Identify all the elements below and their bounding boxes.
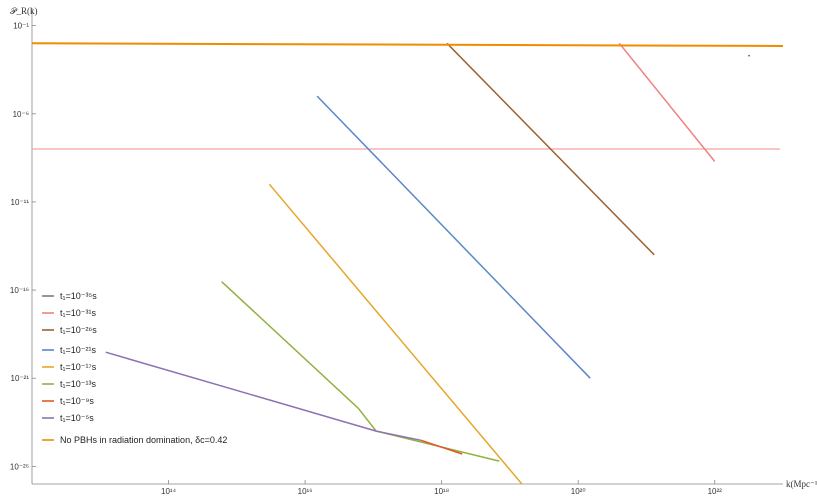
- series-line-t-10-s: [221, 281, 500, 462]
- legend-entry: t₁=10⁻⁵s: [60, 413, 94, 423]
- y-tick-label: 10⁻²¹: [11, 374, 30, 383]
- legend-entry: t₁=10⁻³⁵s: [60, 291, 97, 301]
- legend-entry: t₁=10⁻²¹s: [60, 345, 97, 355]
- x-tick-label: 10¹⁸: [434, 487, 449, 496]
- legend-entry: t₁=10⁻²⁶s: [60, 325, 97, 335]
- legend-entry: t₁=10⁻³¹s: [60, 308, 97, 318]
- series-line-no-pbhs-in-radiation-domination-0-42: [31, 42, 784, 47]
- y-tick-label: 10⁻¹¹: [11, 198, 30, 207]
- legend-entry: t₁=10⁻¹⁷s: [60, 362, 97, 372]
- series-line-t-10-s: [618, 42, 716, 162]
- legend: t₁=10⁻³⁵s t₁=10⁻³¹s t₁=10⁻²⁶s t₁=10⁻²¹s t₁=1…: [42, 291, 227, 445]
- legend-entry: No PBHs in radiation domination, δᴄ=0.42: [60, 435, 227, 445]
- y-axis-label: 𝒫_R(k): [10, 6, 38, 16]
- series-line-t-10-s: [316, 95, 591, 379]
- y-tick-label: 10⁻⁶: [13, 110, 29, 119]
- x-axis-label: k(Mpc⁻¹): [786, 479, 817, 489]
- series-line-t-10-s: [446, 42, 655, 256]
- legend-entry: t₁=10⁻⁹s: [60, 396, 94, 406]
- legend-entry: t₁=10⁻¹³s: [60, 379, 97, 389]
- frame: [31, 8, 783, 485]
- x-tick-label: 10¹⁶: [298, 487, 313, 496]
- y-tick-label: 10⁻¹: [13, 22, 29, 31]
- y-tick-label: 10⁻¹⁶: [10, 286, 29, 295]
- stray-point: •: [748, 54, 750, 60]
- series-line-t-10-s: [420, 439, 463, 455]
- x-tick-label: 10¹⁴: [161, 487, 177, 496]
- y-tick-label: 10⁻²⁶: [10, 462, 29, 471]
- x-ticks: 10¹⁴ 10¹⁶ 10¹⁸ 10²⁰ 10²²: [161, 480, 722, 496]
- series-lines: [31, 42, 784, 485]
- series-line-t-10-s: [268, 183, 523, 485]
- x-tick-label: 10²²: [708, 487, 723, 496]
- y-ticks: 10⁻¹ 10⁻⁶ 10⁻¹¹ 10⁻¹⁶ 10⁻²¹ 10⁻²⁶: [10, 22, 36, 471]
- series-line-t-10-s: [105, 351, 422, 442]
- x-tick-label: 10²⁰: [571, 487, 586, 496]
